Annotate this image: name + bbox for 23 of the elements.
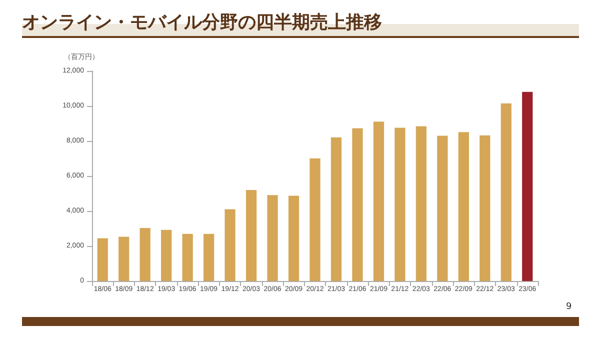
bar bbox=[224, 209, 236, 281]
bar bbox=[437, 136, 448, 281]
bar bbox=[140, 228, 150, 281]
bar bbox=[267, 195, 278, 281]
bar bbox=[394, 128, 406, 281]
bar bbox=[500, 103, 512, 281]
bar bbox=[480, 135, 490, 281]
bar bbox=[118, 236, 130, 281]
bar bbox=[288, 196, 300, 281]
bar bbox=[416, 126, 426, 281]
bar bbox=[330, 137, 342, 281]
bar bbox=[161, 230, 172, 281]
text: 9 bbox=[566, 302, 572, 312]
bar bbox=[97, 238, 108, 281]
bar bbox=[522, 92, 533, 281]
bar bbox=[352, 128, 363, 281]
bar bbox=[310, 158, 320, 281]
bar bbox=[458, 132, 469, 281]
bar bbox=[246, 190, 257, 281]
bar bbox=[182, 234, 193, 281]
bar bbox=[204, 234, 214, 281]
chart-title: オンライン・モバイル分野の四半期売上推移 bbox=[22, 11, 382, 34]
bar bbox=[373, 122, 384, 281]
